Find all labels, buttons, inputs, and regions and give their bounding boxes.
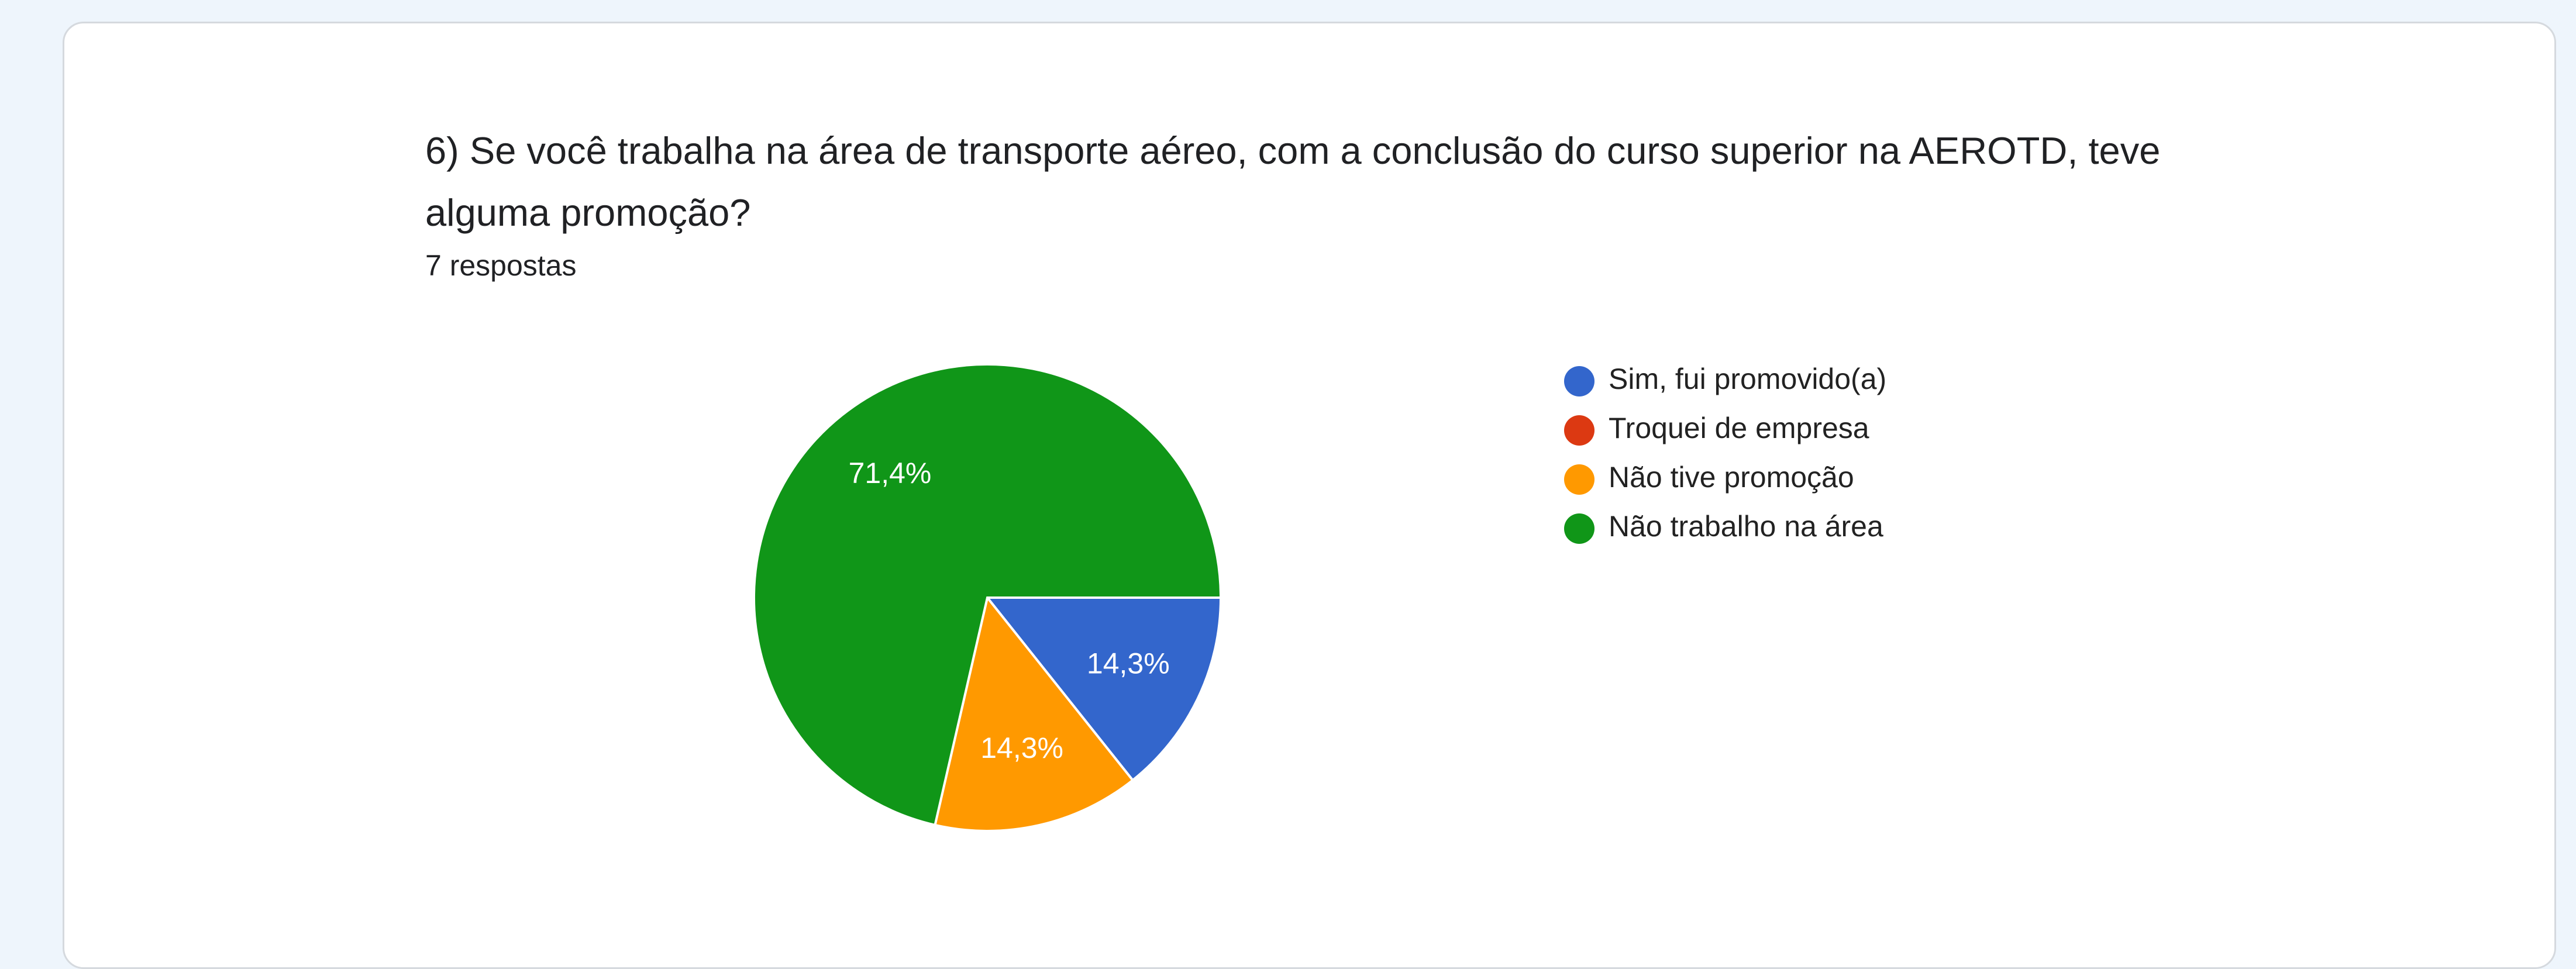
pie-slice — [984, 596, 1222, 782]
legend-swatch — [1564, 366, 1594, 396]
question-title: 6) Se você trabalha na área de transport… — [425, 129, 2161, 234]
chart: 14,3% 14,3% 71,4% Sim, fui promovido(a) Troq… — [753, 363, 1886, 832]
legend-swatch — [1564, 415, 1594, 446]
legend-label: Não tive promoção — [1609, 461, 1854, 494]
legend-label: Sim, fui promovido(a) — [1609, 363, 1886, 395]
legend-swatch — [1564, 464, 1594, 495]
slice-label: 71,4% — [849, 457, 932, 489]
slice-label: 14,3% — [980, 732, 1063, 764]
pie-slice — [934, 595, 1135, 832]
pie-slice — [753, 363, 1222, 827]
slice-label: 14,3% — [1087, 647, 1170, 680]
legend-swatch — [1564, 513, 1594, 544]
legend-label: Troquei de empresa — [1609, 412, 1869, 444]
page: 6) Se você trabalha na área de transport… — [63, 22, 2556, 969]
response-count: 7 respostas — [425, 249, 577, 282]
legend-label: Não trabalho na área — [1609, 510, 1883, 543]
card — [63, 22, 2556, 969]
